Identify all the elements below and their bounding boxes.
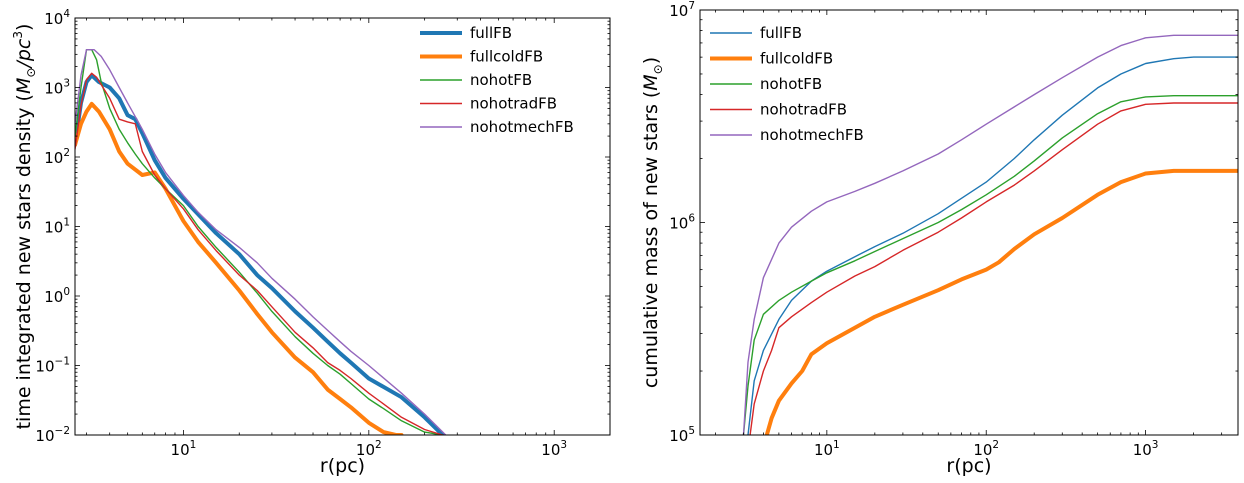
ticks — [700, 9, 1238, 436]
plot-frame — [699, 9, 1239, 436]
series-line-fullcoldFB — [764, 168, 1238, 435]
legend-label-nohotFB: nohotFB — [760, 75, 822, 93]
legend: fullFB fullcoldFB nohotFB nohotradFB nohotme… — [710, 24, 864, 144]
series-line-nohotFB — [742, 94, 1238, 435]
x-tick-label: 102 — [973, 439, 999, 459]
series-line-nohotradFB — [75, 72, 444, 435]
series-line-nohotmechFB — [742, 34, 1238, 435]
legend: fullFB fullcoldFB nohotFB nohotradFB nohotme… — [420, 24, 574, 136]
series-group — [742, 34, 1238, 435]
plot-frame — [74, 17, 611, 436]
series-line-fullcoldFB — [75, 101, 404, 435]
legend-label-nohotmechFB: nohotmechFB — [760, 126, 864, 144]
y-tick-label: 104 — [44, 8, 70, 28]
legend-label-fullFB: fullFB — [470, 24, 512, 42]
legend-label-nohotFB: nohotFB — [470, 71, 532, 89]
y-tick-label: 101 — [44, 217, 70, 237]
series-line-fullFB — [747, 56, 1238, 435]
left-chart: 101 102 103 10−2 10−1 100 101 102 103 104 r(pc) tim… — [11, 8, 611, 477]
y-tick-label: 107 — [669, 0, 695, 20]
y-tick-label: 106 — [669, 213, 695, 233]
x-tick-label: 101 — [814, 439, 840, 459]
legend-label-nohotradFB: nohotradFB — [760, 101, 847, 119]
y-axis-label: time integrated new stars density (M⊙/pc… — [11, 24, 38, 430]
legend-label-nohotmechFB: nohotmechFB — [470, 118, 574, 136]
y-tick-label: 105 — [669, 425, 695, 445]
y-tick-label: 10−2 — [35, 425, 70, 445]
x-tick-label: 103 — [1133, 439, 1159, 459]
series-line-nohotmechFB — [75, 49, 447, 435]
legend-label-fullcoldFB: fullcoldFB — [470, 48, 543, 66]
series-line-nohotradFB — [749, 102, 1238, 435]
x-axis-label: r(pc) — [320, 455, 365, 477]
legend-label-fullcoldFB: fullcoldFB — [760, 50, 833, 68]
x-axis-label: r(pc) — [946, 455, 991, 477]
y-tick-label: 102 — [44, 147, 70, 167]
series-group — [75, 49, 447, 435]
y-tick-label: 100 — [44, 286, 70, 306]
y-tick-label: 10−1 — [35, 356, 70, 376]
x-tick-label: 102 — [356, 439, 382, 459]
x-tick-label: 103 — [541, 439, 567, 459]
x-tick-label: 101 — [171, 439, 197, 459]
series-line-nohotFB — [75, 49, 444, 435]
y-tick-label: 103 — [44, 78, 70, 98]
right-chart: 101 102 103 105 106 107 r(pc) cumulative mass o… — [640, 0, 1239, 477]
legend-label-nohotradFB: nohotradFB — [470, 95, 557, 113]
legend-label-fullFB: fullFB — [760, 24, 802, 42]
y-axis-label: cumulative mass of new stars (M⊙) — [640, 57, 665, 388]
